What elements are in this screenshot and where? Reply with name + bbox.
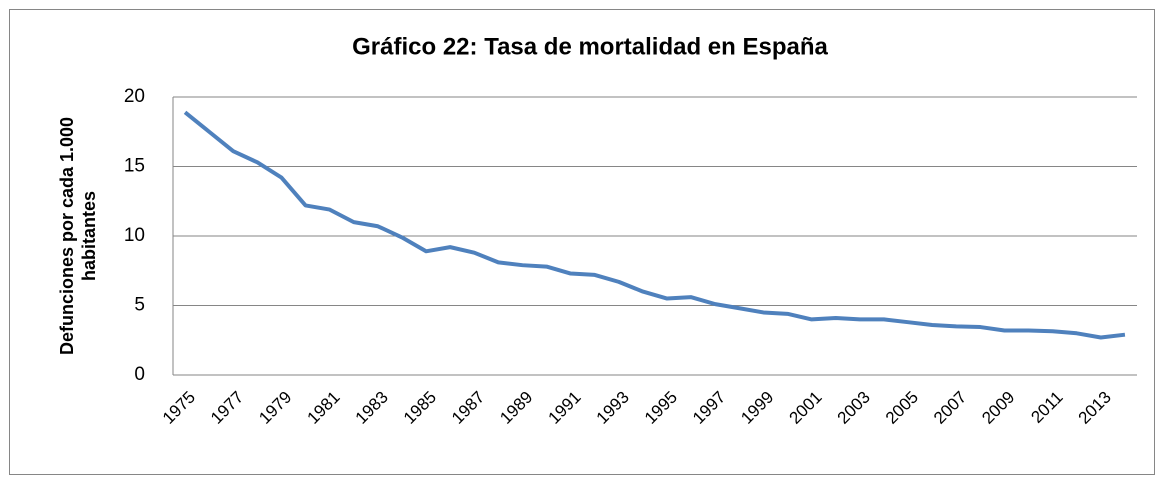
y-tick-label: 20 xyxy=(124,86,145,107)
y-axis-label: Defunciones por cada 1.000 xyxy=(57,117,77,355)
y-tick-label: 5 xyxy=(134,295,145,316)
line-series xyxy=(183,110,1126,340)
y-axis-label: habitantes xyxy=(79,191,99,281)
chart-border xyxy=(9,9,1155,475)
y-tick-label: 15 xyxy=(124,156,145,177)
chart-title: Gráfico 22: Tasa de mortalidad en España xyxy=(352,33,828,60)
y-tick-label: 10 xyxy=(124,225,145,246)
y-tick-label: 0 xyxy=(134,364,145,385)
